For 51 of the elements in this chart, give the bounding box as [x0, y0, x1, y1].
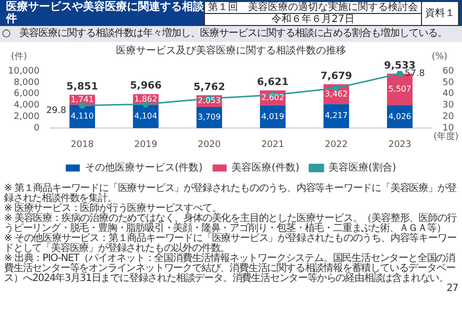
data-label: 29.8 — [46, 106, 67, 116]
y-tick-label: 0 — [34, 124, 40, 134]
text: ○ 美容医療に関する相談件数は年々増加し、医療サービスに関する相談に占める割合も増加している。 — [0, 26, 462, 42]
y-tick-label: 8,000 — [14, 78, 40, 88]
total-label: 6,621 — [256, 76, 289, 88]
x-tick-label: 2018 — [70, 140, 94, 150]
x-tick-label: 2023 — [388, 140, 412, 150]
total-label: 5,966 — [130, 80, 162, 92]
data-label: 57.8 — [404, 68, 426, 79]
y-tick-label: 10,000 — [8, 66, 40, 76]
text: ※ その他医療サービス：第１商品キーワードに「医療サービス」が登録されたもののうち、内容等キーワードとして「美容医療」が登録されたもの以外の件数。 — [4, 233, 458, 254]
total-label: 5,851 — [66, 81, 98, 92]
total-label: 7,679 — [320, 70, 352, 82]
legend-label: 美容医療(割合) — [328, 162, 396, 174]
chart-title: 医療サービス及び美容医療に関する相談件数の推移 — [116, 44, 346, 57]
y-axis-title: (件) — [10, 50, 28, 62]
y2-tick-label: 50 — [442, 78, 454, 88]
legend-label: その他医療サービス(件数) — [84, 162, 203, 174]
x-tick-label: 2019 — [134, 140, 158, 150]
data-label: 4,217 — [324, 111, 348, 120]
text: 医療サービスや美容医療に関連する相談件 — [6, 0, 204, 25]
data-label: 4,104 — [134, 112, 158, 121]
x-axis-title: (年度) — [434, 131, 459, 142]
data-label: 3,709 — [198, 112, 221, 122]
y-tick-label: 2,000 — [14, 112, 40, 122]
data-label: 4,026 — [388, 112, 412, 121]
y-tick-label: 6,000 — [14, 89, 40, 100]
y2-tick-label: 60 — [442, 66, 454, 76]
x-tick-label: 2022 — [324, 140, 348, 150]
data-label: 1,741 — [70, 94, 94, 104]
text: 令和６年６月27日 — [204, 14, 422, 26]
legend-label: 美容医療(件数) — [232, 162, 300, 174]
text: ※ 美容医療：疾病の治療のためではなく、身体の美化を主目的とした医療サービス。（美容整形、医師の行うピーリング・脱毛・豊胸・脂肪吸引・美顔・隆鼻・アゴ削り・包茎・植毛・二重まぶた術、ＡＧＡ等） — [4, 213, 458, 234]
y2-tick-label: 30 — [442, 100, 454, 111]
y-tick-label: 4,000 — [14, 100, 40, 111]
y2-tick-label: 20 — [442, 112, 454, 122]
text: ※ 第１商品キーワードに「医療サービス」が登録されたもののうち、内容等キーワードに「美容医療」が登録された相談件数を集計。 — [4, 183, 458, 204]
total-label: 5,762 — [193, 82, 226, 93]
data-label: 1,862 — [134, 94, 158, 104]
data-label: 5,507 — [388, 84, 412, 94]
data-label: 4,110 — [70, 112, 94, 121]
data-label: 3,462 — [324, 89, 348, 98]
text: 27 — [445, 283, 458, 294]
text: 第１回 美容医療の適切な実施に関する検討会 — [204, 0, 422, 14]
x-tick-label: 2021 — [261, 140, 284, 150]
text: ※ 出典：PIO-NET（パイオネット：全国消費生活情報ネットワークシステム。国民生活センターと全国の消費生活センター等をオンラインネットワークで結び、消費生活に関する相談情報を蓄積しているデータベース）へ2024年3月31日までに登録された相談データ。消費生活センター等からの経由相談は含まれない。 — [4, 253, 456, 284]
data-label: 4,019 — [261, 112, 284, 121]
text: ※ 医療サービス：医師が行う医療サービスすべて。 — [4, 203, 222, 214]
x-tick-label: 2020 — [198, 140, 221, 150]
y2-axis-title: (%) — [432, 52, 448, 62]
y2-tick-label: 40 — [442, 89, 454, 100]
